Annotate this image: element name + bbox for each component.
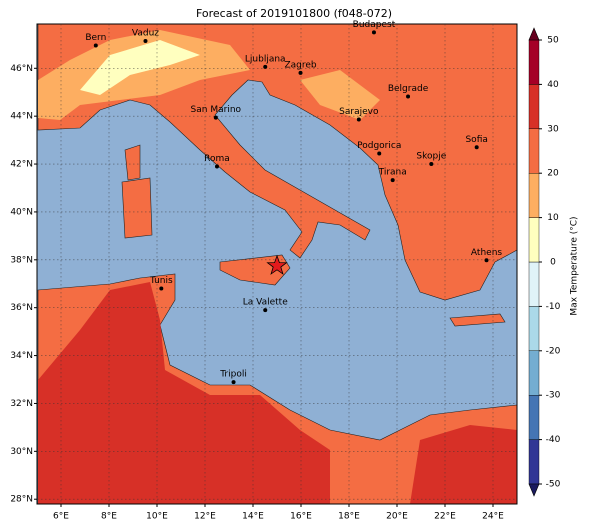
title: Forecast of 2019101800 (f048-072) [196, 7, 392, 20]
city-point [356, 117, 361, 122]
city-label: Tunis [149, 276, 173, 286]
colorbar-tick-label: -50 [546, 480, 561, 490]
y-tick-label: 38°N [10, 255, 33, 265]
colorbar-segment [528, 439, 540, 485]
city-point [159, 286, 164, 291]
colorbar-tick-label: 40 [547, 80, 559, 90]
city-label: Bern [85, 33, 106, 43]
x-tick-label: 14°E [242, 512, 264, 522]
alps-cool [38, 30, 250, 120]
colorbar-over [528, 27, 540, 41]
colorbar-segment [528, 261, 540, 307]
colorbar-segment [528, 306, 540, 351]
alps-cold [80, 40, 200, 95]
city-label: Sofia [465, 135, 487, 145]
corsica [124, 144, 141, 181]
x-tick-label: 24°E [482, 512, 504, 522]
city-point [143, 38, 148, 43]
city-label: Vaduz [132, 28, 159, 38]
city-point [474, 145, 479, 150]
event-marker [266, 254, 288, 275]
y-tick-label: 40°N [10, 207, 33, 217]
colorbar-tick-label: 50 [547, 36, 559, 46]
colorbar-tick-label: 0 [550, 258, 556, 268]
city-label: Athens [471, 248, 502, 258]
y-tick-label: 30°N [10, 447, 33, 457]
colorbar-segment [528, 395, 540, 440]
y-tick-label: 34°N [10, 351, 33, 361]
city-point [371, 30, 376, 35]
city-label: Zagreb [284, 60, 316, 70]
city-label: Podgorica [357, 141, 401, 151]
y-tick-label: 28°N [10, 495, 33, 505]
colorbar-tick-label: -10 [546, 302, 561, 312]
y-tick-label: 36°N [10, 303, 33, 313]
city-point [263, 64, 268, 69]
x-tick-label: 20°E [386, 512, 408, 522]
x-tick-label: 8°E [101, 512, 117, 522]
city-label: Sarajevo [339, 107, 379, 117]
city-point [93, 43, 98, 48]
colorbar-tick-label: -20 [546, 346, 561, 356]
city-label: Tirana [378, 168, 407, 178]
city-label: Skopje [416, 152, 446, 162]
colorbar-segment [528, 84, 540, 130]
city-point [377, 151, 382, 156]
crete [449, 313, 506, 327]
colorbar-segment [528, 172, 540, 218]
city-label: La Valette [243, 298, 288, 308]
colorbar-tick-label: 10 [547, 213, 559, 223]
city-label: San Marino [191, 105, 242, 115]
africa-hot [38, 282, 330, 504]
colorbar-tick-label: 20 [547, 169, 559, 179]
balkan-cool [300, 70, 380, 120]
map [37, 24, 517, 504]
city-label: Roma [204, 154, 230, 164]
x-tick-label: 22°E [434, 512, 456, 522]
colorbar-tick-label: 30 [547, 124, 559, 134]
x-tick-label: 16°E [290, 512, 312, 522]
africa-hot-east [410, 425, 517, 504]
y-tick-label: 44°N [10, 112, 33, 122]
colorbar-segment [528, 39, 540, 85]
colorbar-under [528, 483, 540, 497]
city-point [406, 94, 411, 99]
x-tick-label: 10°E [146, 512, 168, 522]
x-tick-label: 12°E [194, 512, 216, 522]
city-label: Tripoli [219, 370, 247, 380]
y-tick-label: 42°N [10, 160, 33, 170]
colorbar-segment [528, 217, 540, 263]
colorbar-tick-label: -30 [546, 391, 561, 401]
city-point [484, 258, 489, 263]
y-tick-label: 46°N [10, 64, 33, 74]
colorbar-tick-label: -40 [546, 435, 561, 445]
x-tick-label: 6°E [53, 512, 69, 522]
colorbar-label: Max Temperature (°C) [570, 216, 580, 315]
city-label: Ljubljana [245, 54, 286, 64]
city-label: Budapest [353, 20, 396, 30]
city-point [263, 308, 268, 313]
colorbar-segment [528, 128, 540, 174]
colorbar-segment [528, 350, 540, 396]
city-label: Belgrade [388, 84, 429, 94]
map-frame [36, 23, 518, 505]
city-point [298, 70, 303, 75]
city-point [390, 178, 395, 183]
city-point [429, 162, 434, 167]
city-point [215, 164, 219, 169]
x-tick-label: 18°E [338, 512, 360, 522]
y-tick-label: 32°N [10, 399, 33, 409]
sardinia [121, 177, 153, 239]
city-point [213, 115, 218, 120]
city-point [231, 380, 236, 385]
